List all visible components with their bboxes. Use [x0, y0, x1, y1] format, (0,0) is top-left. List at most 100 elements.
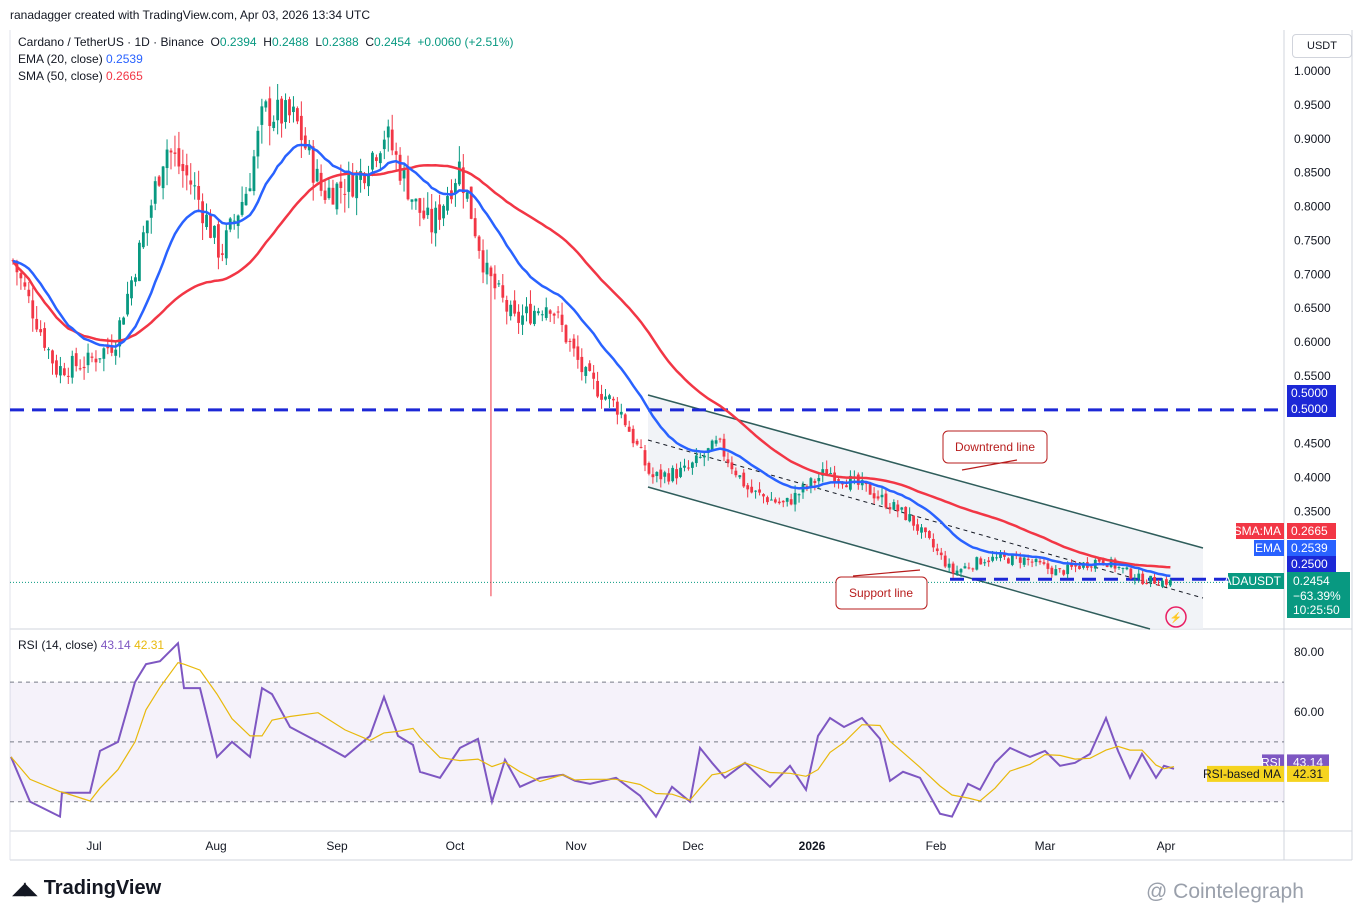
candle [228, 217, 232, 233]
candle-body [904, 506, 908, 521]
candle-body [750, 486, 754, 493]
rsi-ma-label-badge: RSI-based MA [1203, 767, 1281, 781]
candle [560, 302, 564, 333]
candle [1003, 550, 1006, 560]
candle [931, 533, 935, 552]
candle [98, 358, 102, 364]
ema-legend[interactable]: EMA (20, close) 0.2539 [18, 52, 143, 66]
time-tick-label: 2026 [799, 839, 826, 853]
candle-body [47, 349, 50, 351]
candle [928, 530, 931, 540]
candle [675, 463, 678, 485]
candle-body [442, 205, 445, 219]
candle-body [276, 99, 280, 121]
candle [438, 194, 441, 230]
candle-body [213, 225, 216, 238]
candle [608, 393, 611, 409]
candle-body [963, 566, 967, 569]
candle-body [1161, 580, 1164, 587]
candle-body [86, 352, 90, 366]
candle [213, 225, 216, 245]
candle-body [414, 198, 418, 202]
rsi-legend[interactable]: RSI (14, close) 43.14 42.31 [18, 638, 164, 652]
candle-body [177, 148, 181, 167]
sma-legend[interactable]: SMA (50, close) 0.2665 [18, 69, 143, 83]
candle-body [912, 515, 915, 526]
candle [315, 159, 319, 183]
candle-body [343, 193, 347, 195]
candle-body [967, 567, 971, 569]
candle [197, 170, 201, 213]
candle [307, 139, 311, 155]
candle-body [683, 465, 686, 468]
candle-body [70, 355, 74, 378]
ema-label-badge: EMA [1255, 541, 1281, 555]
symbol-name[interactable]: Cardano / TetherUS · 1D · Binance [18, 35, 204, 49]
candle-body [1133, 579, 1137, 581]
rsi-ma-legend-value: 42.31 [134, 638, 165, 652]
price-tick-label: 0.4000 [1294, 471, 1331, 485]
candle-body [797, 494, 801, 496]
candle-body [145, 220, 149, 234]
symbol-badge-bg [1228, 573, 1284, 589]
candle-body [691, 462, 694, 468]
candle [935, 543, 939, 556]
candle-body [126, 293, 129, 315]
candle [1157, 579, 1160, 586]
candle [224, 224, 228, 266]
candle [256, 126, 260, 169]
candle-body [209, 214, 212, 238]
candle [284, 93, 287, 129]
candle [1007, 557, 1010, 564]
candle-body [161, 166, 165, 189]
candle [82, 356, 86, 380]
candle-body [153, 181, 157, 204]
candle [457, 146, 461, 187]
candle-body [173, 152, 177, 154]
candle-body [1117, 566, 1121, 568]
candle-body [995, 557, 998, 559]
candle [118, 317, 122, 358]
ema20-line [12, 143, 1171, 578]
candle-body [1018, 557, 1022, 563]
candle-body [762, 494, 765, 497]
candle-body [292, 106, 295, 113]
candle-body [402, 168, 406, 179]
candle [27, 281, 31, 304]
candle-body [864, 482, 868, 485]
candle [55, 354, 58, 378]
candle-body [900, 507, 904, 510]
sma-ma-label-badge: SMA:MA [1234, 524, 1281, 538]
candle [655, 471, 659, 483]
candle-body [536, 311, 540, 314]
candle-body [1097, 558, 1101, 562]
candle [489, 265, 493, 597]
candle-body [588, 363, 592, 371]
candle [809, 477, 813, 494]
rsi-legend-value: 43.14 [100, 638, 131, 652]
candle-body [612, 398, 615, 401]
tradingview-logo[interactable]: ◢◣ TradingView [12, 877, 161, 900]
rsi-label: RSI (14, close) [18, 638, 98, 652]
price-tick-label: 0.4500 [1294, 437, 1331, 451]
candle [303, 127, 307, 150]
candle-body [576, 346, 580, 360]
candle-body [513, 300, 517, 314]
candle-body [114, 349, 118, 356]
candle [544, 297, 548, 321]
candle-body [651, 474, 655, 478]
candle-body [742, 472, 746, 487]
candle [596, 371, 599, 399]
candle-body [315, 168, 319, 182]
candle-body [473, 218, 477, 237]
candle-body [272, 121, 276, 128]
rsi-ma-value-badge: 42.31 [1293, 767, 1323, 781]
candle-body [465, 192, 469, 199]
currency-unit-button[interactable]: USDT [1292, 34, 1352, 58]
candle [51, 349, 54, 375]
rsi-line [10, 641, 1175, 819]
candle-body [130, 280, 133, 299]
candle [248, 172, 252, 192]
sma-label: SMA (50, close) [18, 69, 103, 83]
